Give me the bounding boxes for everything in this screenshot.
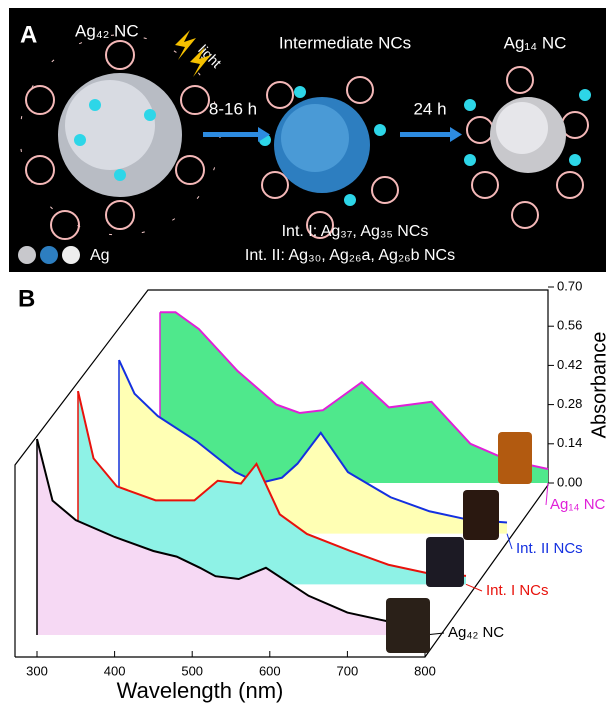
- spectrum-line: [160, 311, 549, 470]
- cluster-title: Ag₄₂ NC: [75, 21, 139, 40]
- arrows: [203, 127, 462, 142]
- x-tick-label: 400: [104, 663, 126, 678]
- x-tick-label: 600: [259, 663, 281, 678]
- light-bolts: [175, 30, 211, 77]
- atom-legend-label: Ag: [90, 247, 110, 264]
- x-tick-label: 800: [414, 663, 436, 678]
- z-tick-label: 0.28: [557, 396, 582, 411]
- spectrum-area: [78, 391, 466, 585]
- cluster-left: [19, 34, 221, 236]
- intermediate-text: Int. I: Ag₃₇, Ag₃₅ NCs: [282, 223, 429, 240]
- cluster-right: [464, 89, 591, 173]
- z-tick-label: 0.56: [557, 318, 582, 333]
- cluster-title: Intermediate NCs: [279, 33, 411, 52]
- z-tick-label: 0.14: [557, 435, 582, 450]
- z-tick-label: 0.42: [557, 357, 582, 372]
- panel-label: A: [20, 21, 37, 48]
- spectrum-area: [37, 439, 425, 635]
- waterfall-plot: 300 400 500 600 700 800 0.00 0.14 0.28 0.42 0.56 0.…: [14, 278, 606, 678]
- vials: [386, 432, 532, 653]
- legend-label: Int. I NCs: [486, 582, 549, 599]
- z-axis-label: Absorbance: [588, 332, 610, 439]
- x-tick-label: 300: [26, 663, 48, 678]
- legend-leader: [506, 533, 513, 550]
- spectrum-line: [36, 438, 426, 625]
- z-tick-label: 0.70: [557, 278, 582, 293]
- legend-label: Ag₄₂ NC: [448, 624, 504, 641]
- step-label: 24 h: [413, 99, 446, 118]
- spectrum-line: [118, 359, 508, 524]
- atom-legend: [18, 246, 80, 264]
- cluster-middle: [259, 86, 386, 206]
- spectrum-area: [160, 312, 548, 483]
- carboranes: [25, 40, 589, 240]
- legend-leader: [465, 583, 483, 592]
- legend-label: Int. II NCs: [516, 540, 583, 557]
- intermediate-text: Int. II: Ag₃₀, Ag₂₆a, Ag₂₆b NCs: [245, 247, 455, 264]
- legend-label: Ag₁₄ NC: [550, 496, 606, 513]
- z-tick-label: 0.00: [557, 474, 582, 489]
- x-axis-label: Wavelength (nm): [117, 678, 284, 703]
- cluster-title: Ag₁₄ NC: [504, 33, 567, 52]
- x-tick-label: 700: [337, 663, 359, 678]
- x-tick-label: 500: [181, 663, 203, 678]
- spectrum-line: [77, 390, 467, 577]
- panel-label: B: [18, 285, 35, 312]
- legend-leader: [545, 482, 549, 506]
- step-label: 8-16 h: [209, 99, 257, 118]
